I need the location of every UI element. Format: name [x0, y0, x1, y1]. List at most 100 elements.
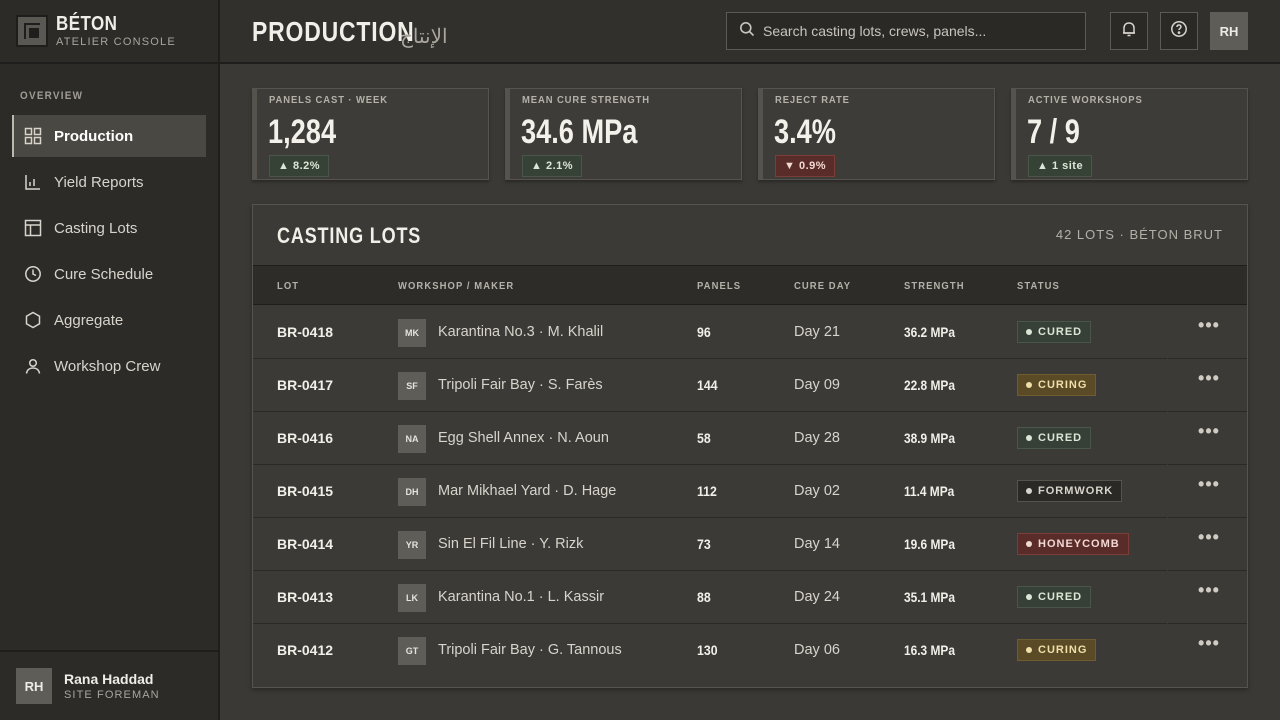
- sidebar-item-aggregate[interactable]: Aggregate: [12, 299, 206, 341]
- sidebar-item-label: Yield Reports: [54, 173, 144, 191]
- kpi-label: ACTIVE WORKSHOPS: [1028, 94, 1143, 106]
- table-row[interactable]: BR-0414 YR Sin El Fil Line · Y. Rizk 73 …: [253, 518, 1167, 571]
- workshop-maker: Sin El Fil Line · Y. Rizk: [438, 536, 584, 552]
- kpi-card-active-workshops: ACTIVE WORKSHOPS 7 / 9 ▲ 1 site: [1011, 88, 1248, 180]
- workshop-maker: Karantina No.3 · M. Khalil: [438, 324, 604, 340]
- lot-id[interactable]: BR-0412: [277, 642, 334, 658]
- maker-avatar: NA: [398, 425, 426, 453]
- brand-logo: [16, 15, 48, 47]
- column-header-workshop[interactable]: WORKSHOP / MAKER: [398, 280, 515, 292]
- lot-id[interactable]: BR-0418: [277, 324, 334, 340]
- search-icon: [739, 21, 755, 42]
- lot-id[interactable]: BR-0413: [277, 589, 334, 605]
- sidebar-item-label: Cure Schedule: [54, 265, 154, 283]
- brand-subtitle: ATELIER CONSOLE: [56, 36, 176, 48]
- table-row[interactable]: BR-0416 NA Egg Shell Annex · N. Aoun 58 …: [253, 412, 1167, 465]
- kpi-value: 34.6 MPa: [521, 113, 638, 151]
- brand: BÉTON ATELIER CONSOLE: [0, 0, 218, 64]
- lot-id[interactable]: BR-0416: [277, 430, 334, 446]
- panels-count: 58: [697, 430, 711, 446]
- cure-day: Day 14: [794, 536, 840, 552]
- search-input[interactable]: [763, 23, 1073, 39]
- topbar: PRODUCTION الإنتاج RH: [220, 0, 1280, 64]
- strength-value: 35.1 MPa: [904, 589, 955, 605]
- column-header-cure-day[interactable]: CURE DAY: [794, 280, 852, 292]
- kpi-card-panels-cast: PANELS CAST · WEEK 1,284 ▲ 8.2%: [252, 88, 489, 180]
- clock-icon: [24, 265, 42, 283]
- status-badge: CURED: [1017, 586, 1092, 608]
- sidebar-item-yield-reports[interactable]: Yield Reports: [12, 161, 206, 203]
- table-row[interactable]: BR-0417 SF Tripoli Fair Bay · S. Farès 1…: [253, 359, 1167, 412]
- cure-day: Day 02: [794, 483, 840, 499]
- panels-count: 96: [697, 324, 711, 340]
- sidebar-item-casting-lots[interactable]: Casting Lots: [12, 207, 206, 249]
- column-header-lot[interactable]: LOT: [277, 280, 300, 292]
- table-row[interactable]: BR-0413 LK Karantina No.1 · L. Kassir 88…: [253, 571, 1167, 624]
- panels-count: 73: [697, 536, 711, 552]
- sidebar-item-cure-schedule[interactable]: Cure Schedule: [12, 253, 206, 295]
- status-badge: HONEYCOMB: [1017, 533, 1129, 555]
- bar-chart-icon: [24, 173, 42, 191]
- sidebar-item-production[interactable]: Production: [12, 115, 206, 157]
- row-actions-button[interactable]: •••: [1168, 518, 1247, 571]
- cure-day: Day 21: [794, 324, 840, 340]
- strength-value: 19.6 MPa: [904, 536, 955, 552]
- table-title: CASTING LOTS: [277, 223, 422, 248]
- strength-value: 22.8 MPa: [904, 377, 955, 393]
- brand-name: BÉTON: [56, 13, 118, 35]
- status-badge: FORMWORK: [1017, 480, 1123, 502]
- kpi-card-reject-rate: REJECT RATE 3.4% ▼ 0.9%: [758, 88, 995, 180]
- kpi-label: MEAN CURE STRENGTH: [522, 94, 651, 106]
- workshop-maker: Mar Mikhael Yard · D. Hage: [438, 483, 617, 499]
- table-row[interactable]: BR-0412 GT Tripoli Fair Bay · G. Tannous…: [253, 624, 1167, 677]
- sidebar-item-label: Production: [54, 127, 134, 145]
- table-row[interactable]: BR-0415 DH Mar Mikhael Yard · D. Hage 11…: [253, 465, 1167, 518]
- table-header: LOT WORKSHOP / MAKER PANELS CURE DAY STR…: [253, 265, 1247, 305]
- row-actions-button[interactable]: •••: [1168, 624, 1247, 677]
- cure-day: Day 09: [794, 377, 840, 393]
- column-header-panels[interactable]: PANELS: [697, 280, 742, 292]
- kpi-delta-badge: ▲ 8.2%: [269, 155, 330, 177]
- more-horizontal-icon: •••: [1198, 527, 1220, 547]
- kpi-delta-badge: ▲ 1 site: [1028, 155, 1093, 177]
- lot-id[interactable]: BR-0415: [277, 483, 334, 499]
- help-button[interactable]: [1160, 12, 1198, 50]
- maker-avatar: LK: [398, 584, 426, 612]
- more-horizontal-icon: •••: [1198, 633, 1220, 653]
- row-actions-button[interactable]: •••: [1168, 412, 1247, 465]
- kpi-value: 7 / 9: [1027, 113, 1080, 151]
- kpi-label: PANELS CAST · WEEK: [269, 94, 388, 106]
- user-icon: [24, 357, 42, 375]
- column-header-status[interactable]: STATUS: [1017, 280, 1060, 292]
- user-card[interactable]: RH Rana Haddad SITE FOREMAN: [0, 650, 218, 720]
- arrow-up-icon: ▲: [1037, 160, 1052, 172]
- bell-icon: [1120, 20, 1138, 43]
- more-horizontal-icon: •••: [1198, 474, 1220, 494]
- more-horizontal-icon: •••: [1198, 315, 1220, 335]
- layout-icon: [24, 219, 42, 237]
- page-title-arabic: الإنتاج: [400, 26, 448, 48]
- sidebar-item-workshop-crew[interactable]: Workshop Crew: [12, 345, 206, 387]
- lot-id[interactable]: BR-0414: [277, 536, 334, 552]
- cure-day: Day 28: [794, 430, 840, 446]
- row-actions-button[interactable]: •••: [1168, 465, 1247, 518]
- panels-count: 130: [697, 642, 718, 658]
- row-actions-button[interactable]: •••: [1168, 571, 1247, 624]
- workshop-maker: Tripoli Fair Bay · S. Farès: [438, 377, 603, 393]
- more-horizontal-icon: •••: [1198, 580, 1220, 600]
- avatar: RH: [16, 668, 52, 704]
- row-actions-button[interactable]: •••: [1168, 359, 1247, 412]
- row-actions-button[interactable]: •••: [1168, 306, 1247, 359]
- search-box[interactable]: [726, 12, 1086, 50]
- lot-id[interactable]: BR-0417: [277, 377, 334, 393]
- kpi-delta-badge: ▲ 2.1%: [522, 155, 583, 177]
- notifications-button[interactable]: [1110, 12, 1148, 50]
- maker-avatar: DH: [398, 478, 426, 506]
- panels-count: 144: [697, 377, 718, 393]
- column-header-strength[interactable]: STRENGTH: [904, 280, 965, 292]
- strength-value: 16.3 MPa: [904, 642, 955, 658]
- cure-day: Day 06: [794, 642, 840, 658]
- kpi-delta-badge: ▼ 0.9%: [775, 155, 836, 177]
- profile-avatar[interactable]: RH: [1210, 12, 1248, 50]
- table-row[interactable]: BR-0418 MK Karantina No.3 · M. Khalil 96…: [253, 306, 1167, 359]
